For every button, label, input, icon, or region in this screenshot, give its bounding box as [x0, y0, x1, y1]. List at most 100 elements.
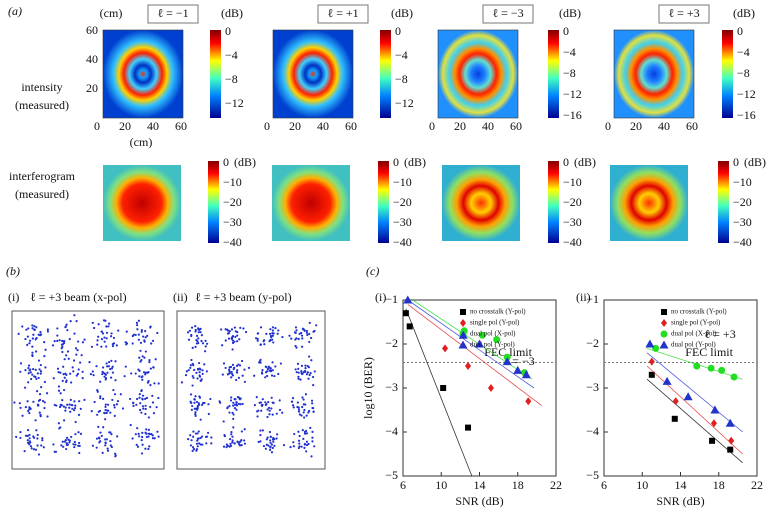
constellation-point [28, 339, 32, 342]
constellation-point [300, 414, 303, 417]
constellation-point [230, 337, 233, 340]
constellation-point [145, 435, 148, 439]
constellation-point [32, 448, 36, 451]
constellation-point [110, 332, 113, 335]
constellation-point [190, 408, 193, 411]
y-tick-label: −1 [586, 292, 599, 306]
constellation-point [26, 400, 29, 403]
colorbar-tick-label: −10 [563, 175, 582, 189]
constellation-point [301, 337, 304, 340]
marker [487, 384, 494, 392]
colorbar-tick-label: −12 [395, 96, 414, 110]
constellation-point [308, 373, 311, 377]
constellation-point [106, 447, 109, 450]
constellation-point [305, 414, 308, 417]
constellation-point [235, 401, 238, 404]
constellation-point [265, 332, 268, 335]
constellation-point [311, 430, 314, 433]
constellation-point [268, 409, 271, 412]
constellation-point [300, 370, 303, 373]
constellation-point [233, 326, 237, 329]
unit-label: (dB) [733, 6, 755, 20]
constellation-point [63, 376, 66, 379]
constellation-point [132, 404, 135, 407]
colorbar [722, 30, 733, 118]
constellation-point [197, 368, 200, 371]
marker [727, 446, 734, 453]
panel-label: (c) [366, 264, 379, 278]
constellation-point [135, 397, 139, 401]
constellation-point [261, 429, 264, 432]
constellation-point [256, 410, 259, 413]
constellation-point [238, 338, 241, 341]
colorbar-tick-label: −10 [223, 175, 242, 189]
constellation-point [281, 411, 284, 414]
constellation-point [140, 358, 143, 362]
constellation-point [78, 444, 81, 448]
constellation-point [197, 437, 200, 440]
constellation-point [136, 328, 139, 331]
marker [648, 357, 655, 366]
constellation-point [207, 412, 210, 416]
constellation-point [234, 398, 237, 401]
constellation-point [43, 355, 46, 358]
constellation-point [297, 446, 301, 450]
constellation-point [26, 335, 29, 338]
constellation-point [61, 399, 64, 402]
colorbar-tick-label: 0 [393, 155, 399, 169]
map-x-tick-label: 60 [175, 119, 187, 133]
legend-marker [460, 309, 466, 315]
constellation-point [271, 334, 275, 337]
constellation-point [157, 382, 160, 385]
constellation-point [224, 339, 227, 342]
constellation-point [307, 442, 310, 446]
constellation-point [294, 344, 297, 348]
marker [406, 323, 413, 330]
constellation-point [203, 363, 206, 366]
constellation-point [99, 440, 102, 443]
constellation-point [147, 428, 151, 431]
constellation-point [27, 409, 30, 413]
constellation-point [199, 436, 202, 440]
constellation-point [139, 402, 142, 405]
constellation-point [101, 370, 104, 373]
constellation-point [15, 435, 18, 438]
constellation-frame [11, 310, 165, 470]
constellation-point [108, 322, 111, 325]
constellation-point [74, 443, 77, 446]
constellation-point [260, 404, 264, 407]
constellation-point [140, 411, 143, 414]
constellation-point [67, 438, 70, 441]
constellation-point [38, 398, 42, 402]
constellation-point [113, 404, 116, 407]
colorbar-tick-label: −8 [225, 72, 238, 86]
constellation-point [108, 431, 111, 434]
constellation-point [62, 341, 66, 345]
constellation-point [34, 375, 37, 378]
constellation-point [300, 372, 304, 376]
constellation-point [156, 331, 159, 335]
constellation-point [187, 369, 190, 372]
constellation-point [73, 440, 76, 444]
constellation-point [102, 426, 105, 429]
constellation-point [69, 410, 72, 413]
colorbar-tick-label: −4 [395, 48, 408, 62]
constellation-point [230, 433, 233, 436]
constellation-point [192, 376, 195, 379]
constellation-point [296, 405, 299, 409]
constellation-point [228, 330, 231, 333]
constellation-point [35, 377, 38, 381]
constellation-point [111, 365, 114, 368]
constellation-point [62, 365, 65, 368]
constellation-point [35, 337, 38, 340]
constellation-point [144, 330, 147, 333]
constellation-point [200, 378, 203, 381]
constellation-point [73, 400, 76, 403]
constellation-point [275, 412, 278, 415]
constellation-point [194, 345, 197, 349]
constellation-point [195, 338, 198, 342]
constellation-point [131, 437, 134, 440]
constellation-point [37, 404, 40, 407]
constellation-point [90, 409, 93, 413]
constellation-point [269, 339, 272, 342]
